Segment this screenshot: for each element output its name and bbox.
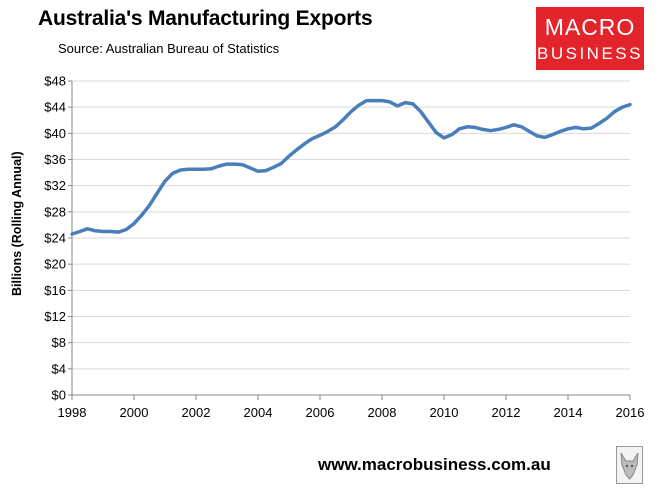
x-tick-labels: 1998 2000 2002 2004 2006 2008 2010 2012 2014 2016 <box>58 405 645 420</box>
y-tick-label: $44 <box>44 100 66 115</box>
y-tick-label: $40 <box>44 126 66 141</box>
x-tick-label: 2004 <box>244 405 273 420</box>
gridlines <box>72 80 630 370</box>
x-tick-label: 2014 <box>554 405 583 420</box>
y-tick-label: $4 <box>52 361 66 376</box>
x-tick-label: 2000 <box>120 405 149 420</box>
series-line <box>70 98 632 236</box>
logo-line-1: MACRO <box>544 14 636 40</box>
y-tick-label: $28 <box>44 204 66 219</box>
x-tick-label: 1998 <box>58 405 87 420</box>
y-axis-label: Billions (Rolling Annual) <box>10 151 24 296</box>
y-tick-label: $36 <box>44 152 66 167</box>
y-tick-label: $32 <box>44 178 66 193</box>
logo-line-2: BUSINESS <box>537 44 643 63</box>
x-tick-label: 2008 <box>368 405 397 420</box>
y-tick-labels: $0 $4 $8 $12 $16 $20 $24 $28 $32 $36 $40 $44 $48 <box>44 74 66 403</box>
y-tick-label: $0 <box>52 388 66 403</box>
y-tick-label: $48 <box>44 74 66 89</box>
y-tick-label: $8 <box>52 335 66 350</box>
fox-emblem-icon <box>616 446 643 484</box>
chart-title: Australia's Manufacturing Exports <box>38 7 373 30</box>
x-tick-label: 2002 <box>182 405 211 420</box>
y-tick-label: $12 <box>44 309 66 324</box>
series-lines <box>70 98 632 236</box>
y-tick-label: $16 <box>44 283 66 298</box>
x-tick-label: 2010 <box>430 405 459 420</box>
axes <box>68 80 631 400</box>
x-tick-label: 2012 <box>492 405 521 420</box>
x-tick-label: 2006 <box>306 405 335 420</box>
y-tick-label: $24 <box>44 231 66 246</box>
macrobusiness-logo: MACRO BUSINESS <box>536 7 644 70</box>
x-tick-label: 2016 <box>616 405 645 420</box>
website-url: www.macrobusiness.com.au <box>318 455 551 474</box>
chart-source: Source: Australian Bureau of Statistics <box>58 41 280 56</box>
y-tick-label: $20 <box>44 257 66 272</box>
